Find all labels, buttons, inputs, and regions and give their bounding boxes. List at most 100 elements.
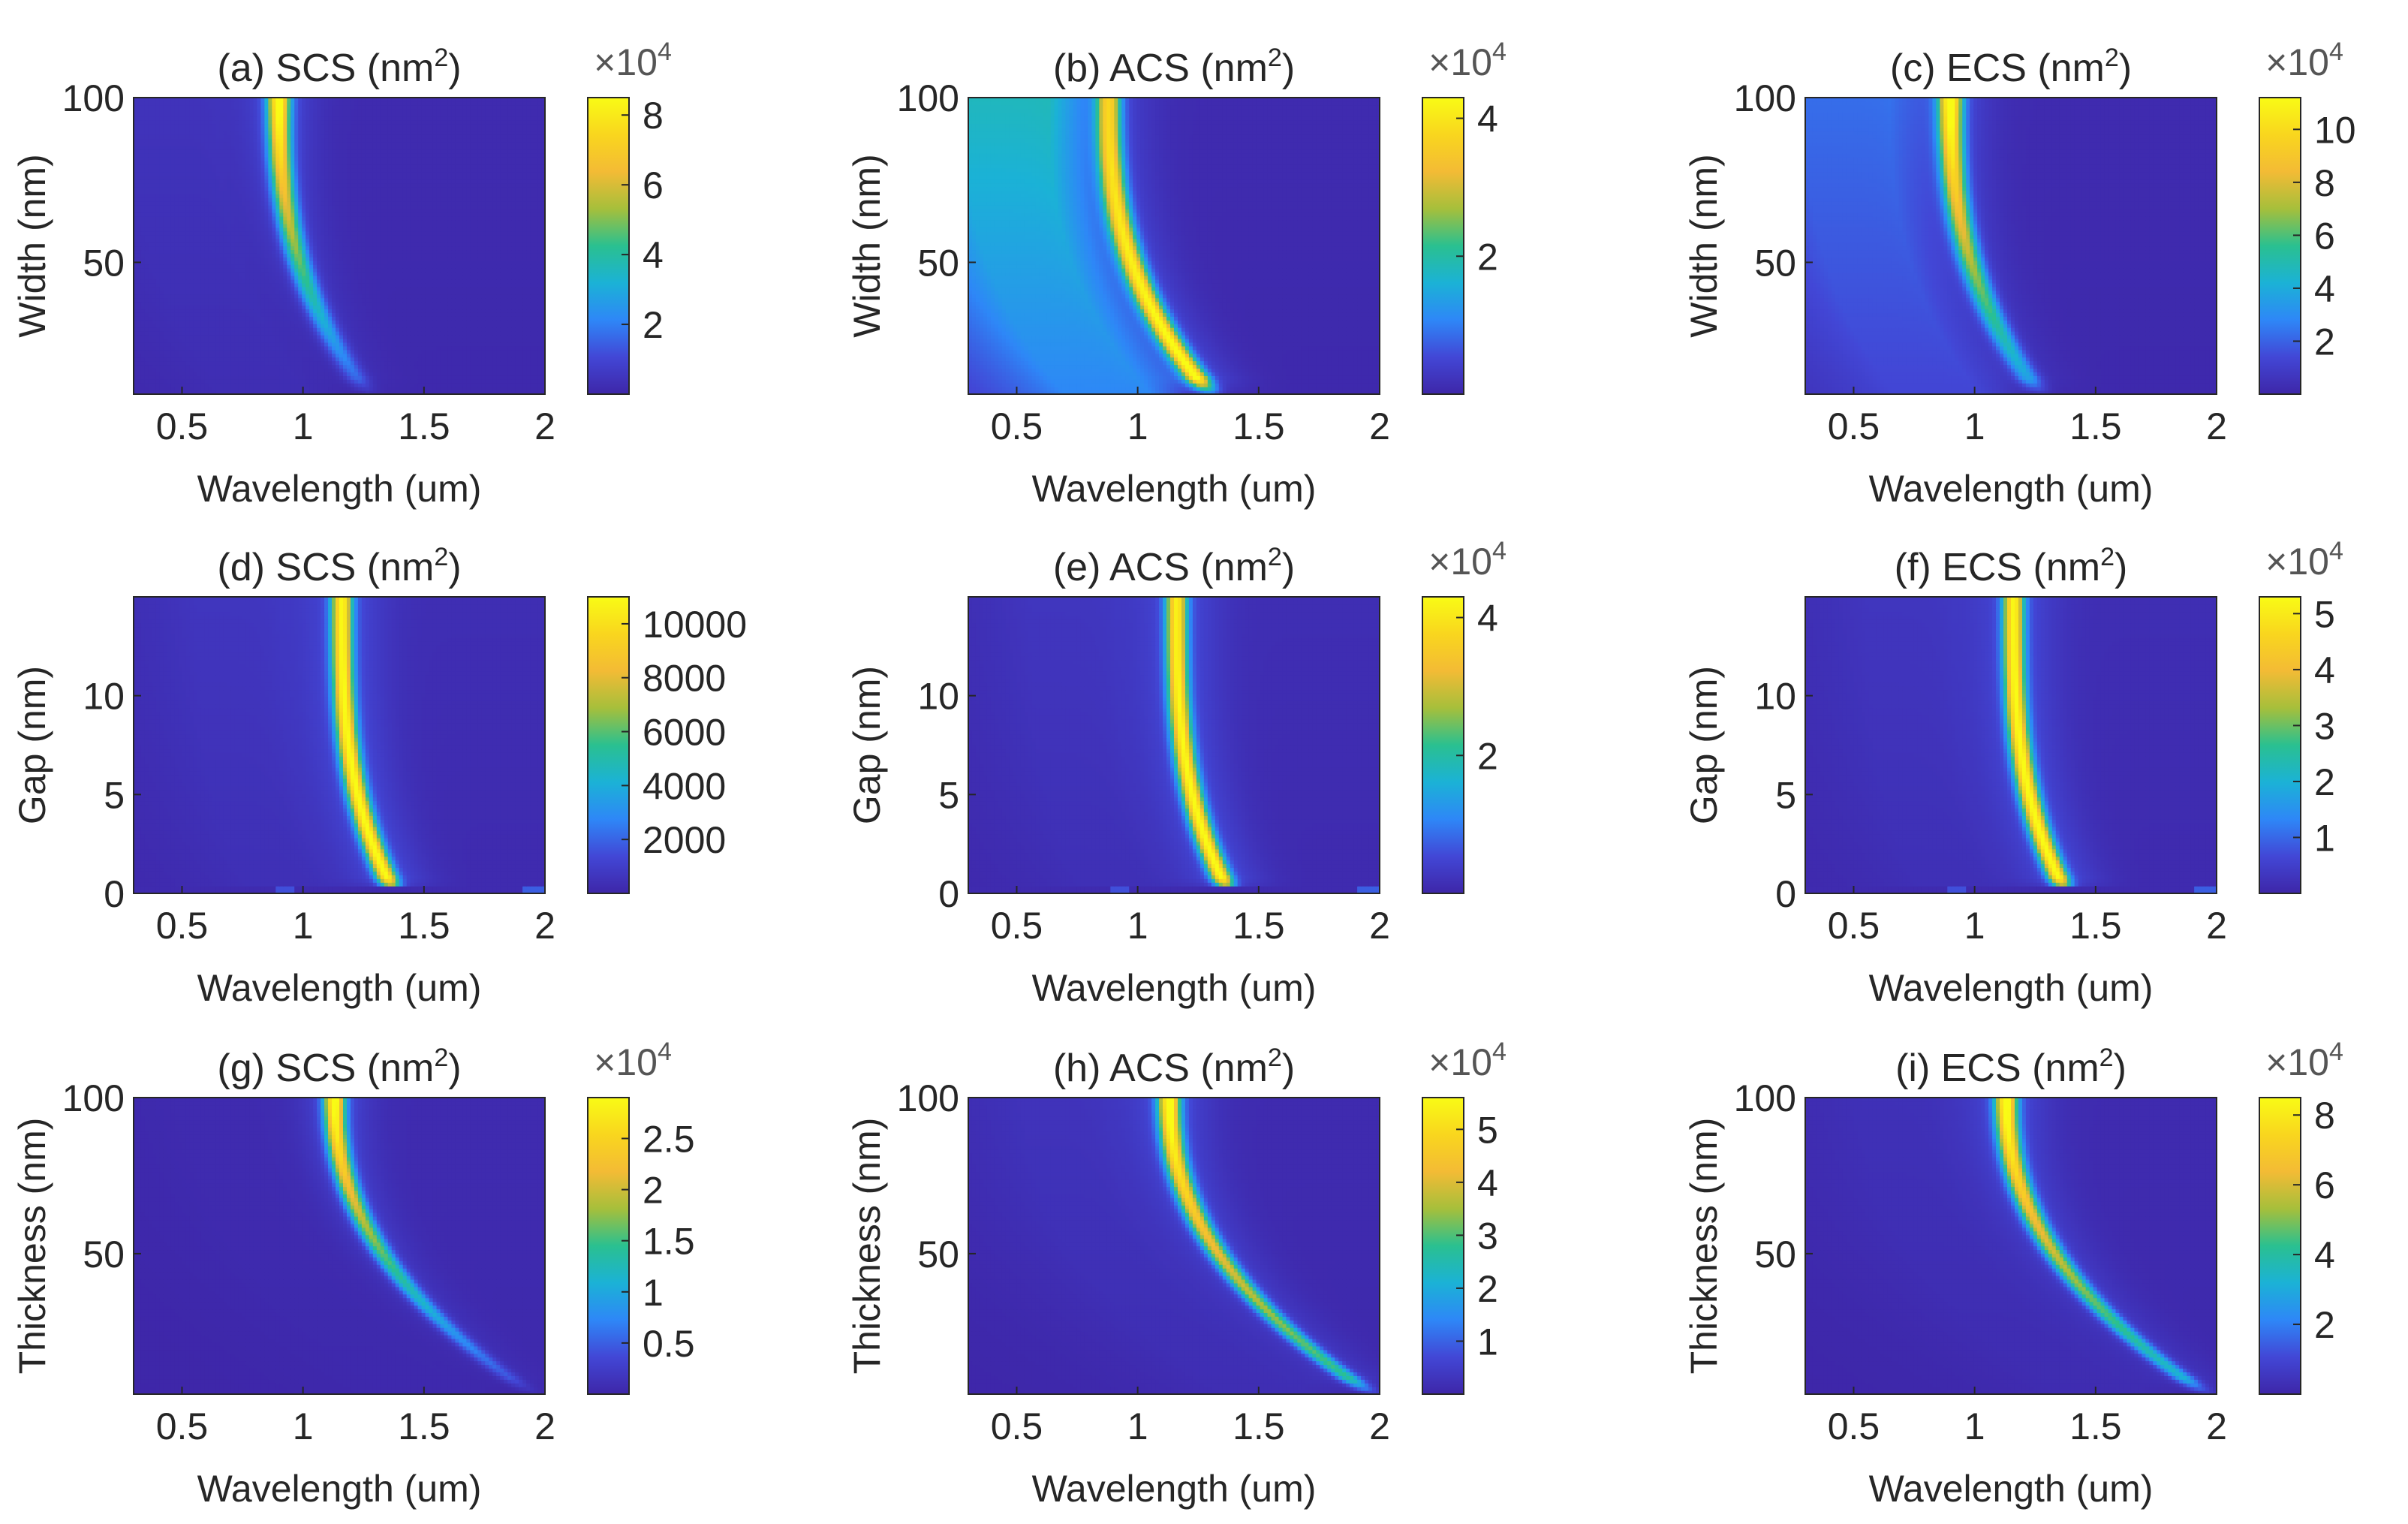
heatmap-cell	[171, 379, 176, 384]
heatmap-cell	[227, 379, 232, 384]
heatmap-cell	[164, 379, 168, 384]
heatmap-cell	[245, 383, 250, 387]
heatmap-cell	[179, 379, 183, 384]
heatmap-cell	[186, 379, 191, 384]
heatmap-cell	[190, 379, 194, 384]
heatmap-cell	[366, 379, 370, 384]
heatmap-cell	[201, 383, 206, 387]
heatmap-cell	[362, 387, 366, 391]
heatmap-cell	[317, 387, 321, 391]
heatmap-cell	[182, 387, 187, 391]
heatmap-cell	[339, 383, 344, 387]
heatmap-cell	[171, 383, 176, 387]
heatmap-cell	[399, 387, 404, 391]
heatmap-cell	[231, 383, 236, 387]
heatmap-cell	[358, 379, 363, 384]
heatmap-cell	[485, 387, 489, 391]
heatmap-cell	[332, 383, 336, 387]
heatmap-cell	[268, 379, 272, 384]
heatmap-cell	[260, 383, 265, 387]
heatmap-cell	[534, 383, 538, 387]
heatmap-cell	[414, 383, 419, 387]
heatmap-cell	[302, 379, 306, 384]
heatmap-cell	[396, 383, 400, 387]
heatmap-cell	[429, 379, 434, 384]
heatmap-cell	[537, 387, 542, 391]
heatmap-cell	[433, 383, 438, 387]
figure: 0.5 1 1.5 250100Wavelength (um)Width (nm)(a…	[0, 0, 2408, 1524]
heatmap-cell	[384, 387, 389, 391]
heatmap-cell	[414, 387, 419, 391]
heatmap-cell	[290, 387, 295, 391]
heatmap-cell	[149, 379, 153, 384]
heatmap-cell	[238, 387, 242, 391]
heatmap-cell	[275, 387, 280, 391]
heatmap-cell	[470, 387, 474, 391]
heatmap-cell	[358, 383, 363, 387]
heatmap-cell	[530, 383, 534, 387]
heatmap-cell	[216, 379, 221, 384]
heatmap-cell	[377, 379, 381, 384]
heatmap-cell	[426, 379, 430, 384]
heatmap-cell	[152, 383, 157, 387]
heatmap-cell	[504, 383, 508, 387]
heatmap-cell	[224, 387, 228, 391]
heatmap-cell	[216, 383, 221, 387]
heatmap-cell	[481, 387, 486, 391]
heatmap-cell	[343, 383, 348, 387]
heatmap-cell	[224, 383, 228, 387]
heatmap-cell	[167, 379, 172, 384]
heatmap-cell	[343, 379, 348, 384]
heatmap-cell	[253, 387, 257, 391]
heatmap-cell	[137, 383, 142, 387]
heatmap-cell	[171, 387, 176, 391]
heatmap-cell	[249, 379, 254, 384]
heatmap-cell	[152, 379, 157, 384]
heatmap-cell	[321, 379, 325, 384]
heatmap-cell	[268, 387, 272, 391]
heatmap-cell	[260, 387, 265, 391]
heatmap-cell	[205, 379, 209, 384]
heatmap-cell	[522, 383, 527, 387]
heatmap-cell	[433, 379, 438, 384]
heatmap-cell	[272, 383, 276, 387]
heatmap-cell	[519, 387, 523, 391]
heatmap-cell	[418, 383, 423, 387]
heatmap-cell	[160, 383, 164, 387]
heatmap-cell	[522, 387, 527, 391]
heatmap-cell	[298, 379, 303, 384]
heatmap-cell	[496, 387, 501, 391]
heatmap-cell	[212, 383, 217, 387]
heatmap-cell	[242, 387, 246, 391]
heatmap-cell	[369, 383, 374, 387]
heatmap-cell	[362, 383, 366, 387]
heatmap-cell	[321, 387, 325, 391]
heatmap-cell	[489, 383, 493, 387]
heatmap-cell	[309, 387, 314, 391]
heatmap-cell	[205, 383, 209, 387]
heatmap-cell	[167, 387, 172, 391]
heatmap-cell	[324, 379, 329, 384]
heatmap-cell	[534, 387, 538, 391]
heatmap-cell	[306, 379, 310, 384]
heatmap-cell	[298, 387, 303, 391]
heatmap-cell	[411, 379, 415, 384]
heatmap-cell	[388, 387, 393, 391]
heatmap-cell	[500, 387, 504, 391]
heatmap-cell	[511, 387, 516, 391]
heatmap-cell	[411, 383, 415, 387]
heatmap-cell	[407, 379, 411, 384]
heatmap-cell	[373, 379, 378, 384]
heatmap-cell	[485, 383, 489, 387]
heatmap-cell	[339, 387, 344, 391]
heatmap-cell	[403, 383, 408, 387]
heatmap-cell	[462, 383, 467, 387]
heatmap-cell	[264, 383, 269, 387]
heatmap-cell	[209, 379, 213, 384]
heatmap-cell	[201, 387, 206, 391]
heatmap-cell	[328, 387, 333, 391]
heatmap-cell	[190, 387, 194, 391]
heatmap-cell	[515, 383, 519, 387]
heatmap-cell	[414, 379, 419, 384]
heatmap-cell	[455, 383, 459, 387]
